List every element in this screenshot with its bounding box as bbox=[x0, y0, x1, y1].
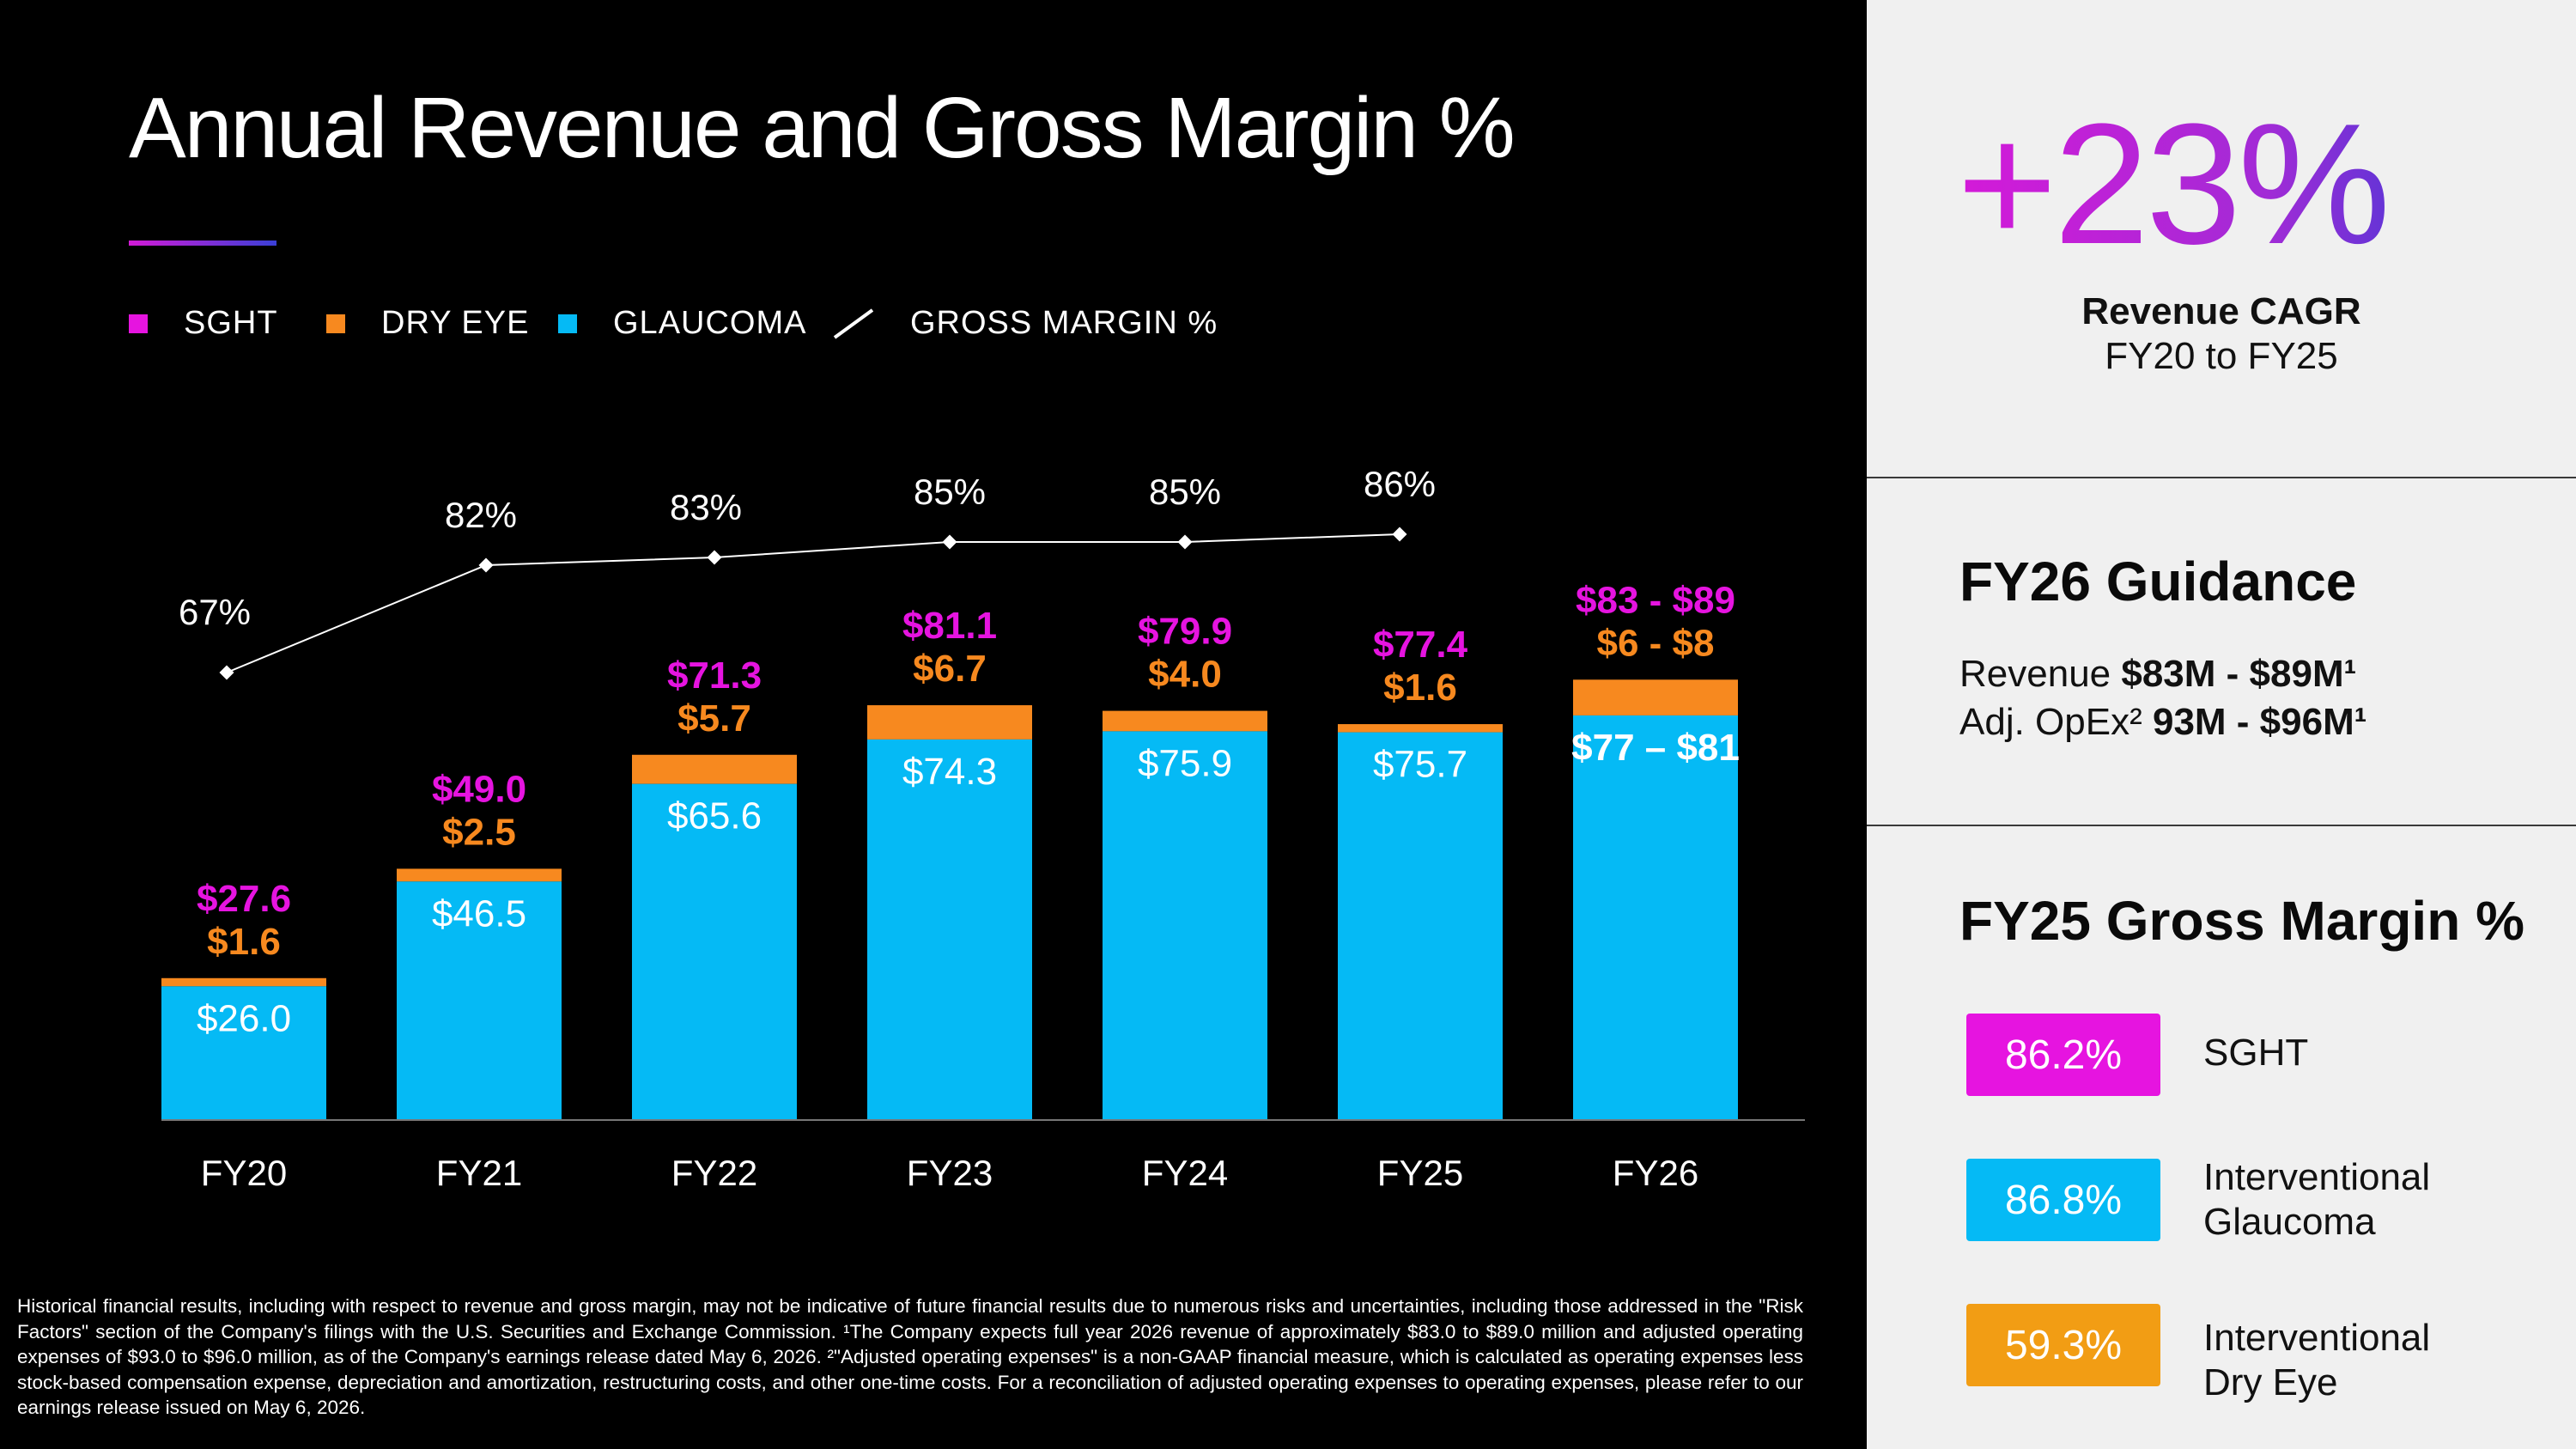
gm-label-sght: SGHT bbox=[2203, 1031, 2308, 1075]
guidance-revenue-value: $83M - $89M¹ bbox=[2121, 653, 2357, 695]
gross-margin-point bbox=[1177, 534, 1193, 550]
legend-swatch-dry-eye bbox=[326, 314, 345, 333]
bar-label-glaucoma: $26.0 bbox=[197, 997, 291, 1039]
gm-badge-dry-eye: 59.3% bbox=[1966, 1304, 2160, 1386]
title-underline bbox=[129, 240, 276, 246]
divider bbox=[1867, 825, 2576, 826]
x-tick-label: FY20 bbox=[201, 1153, 287, 1193]
gm-label-line: Interventional bbox=[2203, 1156, 2431, 1198]
chart-panel: Annual Revenue and Gross Margin % SGHT D… bbox=[17, 80, 1805, 1418]
bar-label-glaucoma: $46.5 bbox=[432, 892, 526, 935]
gross-margin-title: FY25 Gross Margin % bbox=[1959, 890, 2524, 952]
bar-glaucoma bbox=[1103, 731, 1267, 1119]
bar-glaucoma bbox=[1338, 732, 1503, 1119]
guidance-opex-label: Adj. OpEx² bbox=[1959, 701, 2153, 743]
bar-label-dry-eye: $2.5 bbox=[442, 811, 516, 853]
guidance-revenue: Revenue $83M - $89M¹ bbox=[1959, 653, 2356, 696]
x-tick-label: FY25 bbox=[1377, 1153, 1463, 1193]
x-tick-label: FY26 bbox=[1613, 1153, 1698, 1193]
bar-dry-eye bbox=[1573, 679, 1738, 715]
legend-label-sght: SGHT bbox=[184, 305, 278, 341]
bar-label-glaucoma: $65.6 bbox=[667, 795, 762, 837]
divider bbox=[1867, 477, 2576, 478]
bar-label-total: $81.1 bbox=[902, 605, 997, 647]
bar-label-dry-eye: $6.7 bbox=[913, 648, 987, 690]
legend-item-gross-margin: GROSS MARGIN % bbox=[833, 305, 1218, 342]
gross-margin-point bbox=[1392, 527, 1407, 542]
footnote: Historical financial results, including … bbox=[17, 1295, 1803, 1418]
bar-dry-eye bbox=[867, 705, 1032, 740]
bar-label-glaucoma: $77 – $81 bbox=[1571, 727, 1740, 769]
bar-label-glaucoma: $75.9 bbox=[1138, 742, 1232, 784]
bar-label-dry-eye: $5.7 bbox=[677, 697, 751, 740]
legend-label-dry-eye: DRY EYE bbox=[381, 305, 530, 341]
bar-label-total: $83 - $89 bbox=[1576, 579, 1735, 621]
gross-margin-label: 82% bbox=[445, 495, 517, 535]
bar-label-total: $71.3 bbox=[667, 654, 762, 697]
bar-glaucoma bbox=[867, 739, 1032, 1119]
gross-margin-point bbox=[707, 550, 722, 565]
gross-margin-point bbox=[219, 665, 234, 680]
legend-item-dry-eye: DRY EYE bbox=[326, 305, 529, 342]
gm-label-line: Glaucoma bbox=[2203, 1201, 2376, 1243]
bar-label-total: $49.0 bbox=[432, 768, 526, 810]
legend-label-gross-margin: GROSS MARGIN % bbox=[910, 305, 1218, 341]
bar-glaucoma bbox=[632, 783, 797, 1119]
bar-glaucoma bbox=[1573, 715, 1738, 1119]
bar-label-total: $77.4 bbox=[1373, 624, 1468, 666]
bar-label-total: $27.6 bbox=[197, 878, 291, 920]
bar-dry-eye bbox=[397, 868, 562, 882]
guidance-title: FY26 Guidance bbox=[1959, 551, 2357, 612]
legend-item-sght: SGHT bbox=[129, 305, 278, 342]
gross-margin-label: 83% bbox=[670, 487, 742, 527]
x-tick-label: FY21 bbox=[436, 1153, 522, 1193]
guidance-opex-value: 93M - $96M¹ bbox=[2152, 701, 2367, 743]
bar-label-dry-eye: $1.6 bbox=[1383, 667, 1457, 709]
bar-label-glaucoma: $75.7 bbox=[1373, 744, 1467, 786]
cagr-period: FY20 to FY25 bbox=[2105, 335, 2338, 377]
revenue-chart: $26.0$1.6$27.6FY20$46.5$2.5$49.0FY21$65.… bbox=[161, 464, 1805, 1193]
gm-badge-sght: 86.2% bbox=[1966, 1014, 2160, 1096]
legend-swatch-sght bbox=[129, 314, 148, 333]
bar-label-total: $79.9 bbox=[1138, 611, 1232, 653]
gross-margin-point bbox=[942, 534, 957, 550]
legend-line-icon bbox=[833, 307, 874, 339]
cagr-value: +23% bbox=[1957, 82, 2472, 288]
bar-dry-eye bbox=[1338, 724, 1503, 733]
bar-glaucoma bbox=[397, 881, 562, 1119]
gm-label-dry-eye: Interventional Dry Eye bbox=[2203, 1316, 2430, 1405]
gross-margin-label: 85% bbox=[914, 472, 986, 512]
guidance-revenue-label: Revenue bbox=[1959, 653, 2122, 695]
gross-margin-point bbox=[478, 557, 494, 573]
summary-panel: +23% Revenue CAGR FY20 to FY25 FY26 Guid… bbox=[1867, 0, 2576, 1449]
gross-margin-line bbox=[226, 533, 1400, 673]
bar-label-glaucoma: $74.3 bbox=[902, 751, 997, 793]
gross-margin-label: 85% bbox=[1149, 472, 1221, 512]
legend-label-glaucoma: GLAUCOMA bbox=[613, 305, 807, 341]
bar-dry-eye bbox=[1103, 710, 1267, 732]
x-tick-label: FY23 bbox=[907, 1153, 993, 1193]
legend-item-glaucoma: GLAUCOMA bbox=[558, 305, 806, 342]
cagr-label: Revenue CAGR bbox=[2081, 290, 2361, 332]
legend-swatch-glaucoma bbox=[558, 314, 577, 333]
bar-dry-eye bbox=[161, 977, 326, 987]
gross-margin-label: 86% bbox=[1364, 464, 1436, 504]
gross-margin-label: 67% bbox=[179, 592, 251, 632]
gm-badge-glaucoma: 86.8% bbox=[1966, 1159, 2160, 1241]
gm-label-line: SGHT bbox=[2203, 1032, 2309, 1074]
gm-label-line: Interventional bbox=[2203, 1317, 2431, 1359]
bar-glaucoma bbox=[161, 986, 326, 1119]
x-tick-label: FY24 bbox=[1142, 1153, 1228, 1193]
bar-label-dry-eye: $6 - $8 bbox=[1597, 622, 1715, 664]
page-title: Annual Revenue and Gross Margin % bbox=[129, 80, 1516, 176]
x-tick-label: FY22 bbox=[671, 1153, 757, 1193]
gm-label-line: Dry Eye bbox=[2203, 1361, 2338, 1403]
gm-label-glaucoma: Interventional Glaucoma bbox=[2203, 1155, 2430, 1245]
bar-dry-eye bbox=[632, 754, 797, 784]
guidance-opex: Adj. OpEx² 93M - $96M¹ bbox=[1959, 701, 2366, 744]
bar-label-dry-eye: $4.0 bbox=[1148, 654, 1222, 696]
bar-label-dry-eye: $1.6 bbox=[207, 921, 281, 963]
